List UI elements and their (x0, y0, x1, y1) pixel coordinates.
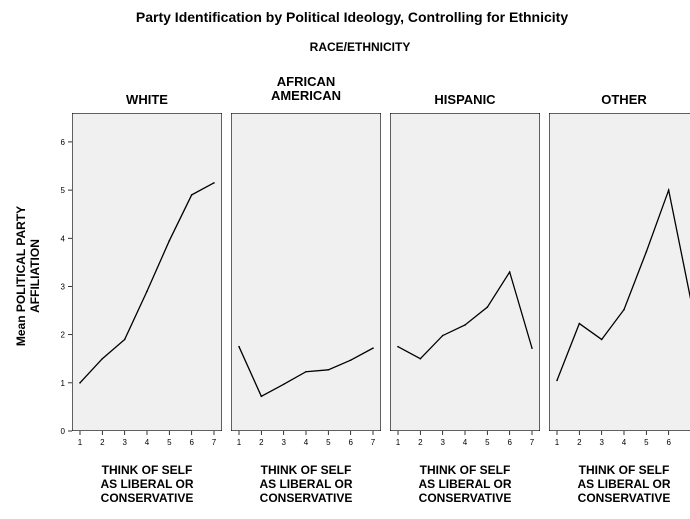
x-tick-label: 2 (418, 438, 423, 447)
panel-title: OTHER (601, 92, 647, 107)
panel-title: AMERICAN (271, 88, 341, 103)
panel-2 (390, 113, 540, 431)
data-point (556, 379, 558, 382)
x-tick-label: 7 (371, 438, 376, 447)
data-point (441, 334, 444, 337)
x-axis-label: AS LIBERAL OR (259, 477, 352, 491)
panel-title: WHITE (126, 92, 168, 107)
x-axis-label: CONSERVATIVE (578, 491, 671, 505)
y-tick-label: 5 (61, 186, 66, 195)
data-point (123, 338, 126, 341)
panel-3 (549, 113, 690, 431)
data-point (260, 395, 263, 398)
x-axis-label: AS LIBERAL OR (100, 477, 193, 491)
x-axis-label: CONSERVATIVE (419, 491, 512, 505)
panel-background (231, 113, 381, 431)
x-tick-label: 4 (622, 438, 627, 447)
data-point (464, 324, 466, 326)
x-axis-label: CONSERVATIVE (101, 491, 194, 505)
x-axis-label: AS LIBERAL OR (577, 477, 670, 491)
x-tick-label: 3 (440, 438, 445, 447)
panel-background (549, 113, 690, 431)
chart-title: Party Identification by Political Ideolo… (136, 9, 568, 25)
x-tick-label: 2 (577, 438, 582, 447)
data-point (578, 322, 581, 325)
y-tick-label: 3 (61, 282, 66, 291)
x-tick-label: 6 (348, 438, 353, 447)
data-point (667, 189, 670, 191)
x-axis-label: THINK OF SELF (102, 463, 193, 477)
data-point (238, 345, 240, 348)
x-tick-label: 1 (555, 438, 560, 447)
x-tick-label: 5 (644, 438, 649, 447)
x-tick-label: 6 (666, 438, 671, 447)
y-axis-label-line-1: Mean POLITICAL PARTY (14, 206, 28, 346)
x-tick-label: 1 (396, 438, 401, 447)
data-point (531, 347, 533, 349)
y-tick-label: 6 (61, 138, 66, 147)
data-point (623, 308, 625, 311)
data-point (327, 369, 330, 371)
data-point (101, 357, 104, 360)
data-point (146, 290, 148, 293)
x-tick-label: 5 (485, 438, 490, 447)
x-axis-label: THINK OF SELF (420, 463, 511, 477)
x-tick-label: 4 (145, 438, 150, 447)
y-tick-label: 4 (61, 234, 66, 243)
data-point (190, 194, 193, 196)
x-axis-label: CONSERVATIVE (260, 491, 353, 505)
panel-0 (72, 113, 222, 431)
data-point (486, 306, 489, 308)
x-tick-label: 7 (212, 438, 217, 447)
y-tick-label: 0 (61, 427, 66, 436)
x-axis-label: THINK OF SELF (261, 463, 352, 477)
y-tick-label: 1 (61, 379, 66, 388)
x-axis-label: THINK OF SELF (579, 463, 670, 477)
x-tick-label: 6 (189, 438, 194, 447)
facet-header: RACE/ETHNICITY (310, 40, 411, 54)
x-tick-label: 3 (122, 438, 127, 447)
panel-background (390, 113, 540, 431)
data-point (600, 338, 603, 341)
y-tick-label: 2 (61, 331, 66, 340)
panel-title: HISPANIC (434, 92, 496, 107)
x-tick-label: 3 (599, 438, 604, 447)
panel-1 (231, 113, 381, 431)
x-tick-label: 1 (237, 438, 242, 447)
y-axis-label-line-2: AFFILIATION (28, 239, 42, 313)
x-tick-label: 4 (463, 438, 468, 447)
x-tick-label: 5 (326, 438, 331, 447)
data-point (213, 182, 215, 184)
data-point (305, 370, 307, 373)
x-axis-label: AS LIBERAL OR (418, 477, 511, 491)
x-tick-label: 7 (530, 438, 535, 447)
data-point (508, 271, 511, 273)
panel-background (72, 113, 222, 431)
data-point (372, 347, 374, 349)
data-point (168, 239, 171, 242)
data-point (397, 345, 399, 348)
x-tick-label: 3 (281, 438, 286, 447)
data-point (645, 250, 648, 253)
data-point (282, 383, 285, 386)
data-point (419, 357, 422, 360)
x-tick-label: 6 (507, 438, 512, 447)
x-tick-label: 1 (78, 438, 83, 447)
data-point (349, 359, 352, 361)
x-tick-label: 2 (259, 438, 264, 447)
panel-title: AFRICAN (277, 74, 336, 89)
data-point (79, 382, 81, 384)
x-tick-label: 4 (304, 438, 309, 447)
x-tick-label: 2 (100, 438, 105, 447)
x-tick-label: 5 (167, 438, 172, 447)
